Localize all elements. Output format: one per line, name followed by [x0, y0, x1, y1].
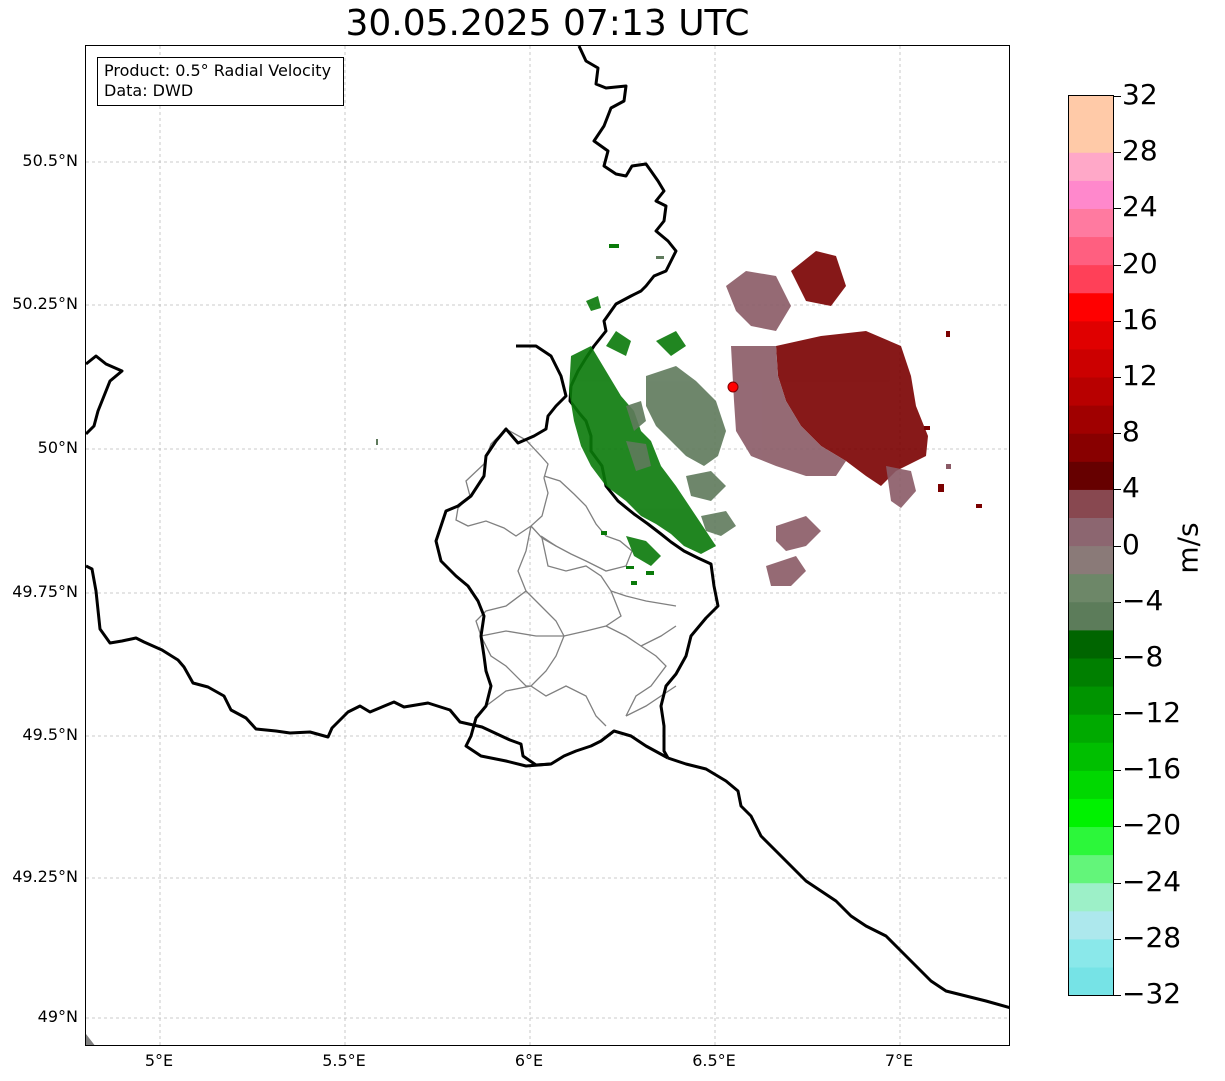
colorbar	[1068, 95, 1114, 996]
colorbar-tick-mark	[1114, 883, 1121, 884]
admin-borders	[455, 428, 677, 727]
lon-label-6: 6°E	[514, 1051, 544, 1070]
colorbar-segment	[1069, 152, 1113, 181]
colorbar-tick-mark	[1114, 546, 1121, 547]
colorbar-segment	[1069, 854, 1113, 884]
lat-label-50-5: 50.5°N	[22, 151, 78, 170]
outbound-echoes	[776, 251, 928, 486]
colorbar-tick-mark	[1114, 995, 1121, 996]
colorbar-segment	[1069, 489, 1113, 518]
colorbar-tick-label: 24	[1122, 190, 1158, 223]
colorbar-segment	[1069, 910, 1113, 940]
colorbar-segment	[1069, 405, 1113, 434]
colorbar-tick-mark	[1114, 208, 1121, 209]
inbound-weak-echoes	[626, 366, 736, 536]
colorbar-segment	[1069, 573, 1113, 603]
colorbar-tick-label: −16	[1122, 752, 1182, 785]
colorbar-segment	[1069, 770, 1113, 799]
lon-label-6-5: 6.5°E	[692, 1051, 736, 1070]
colorbar-segment	[1069, 685, 1113, 715]
colorbar-segment	[1069, 938, 1113, 968]
product-info-box: Product: 0.5° Radial Velocity Data: DWD	[97, 57, 344, 106]
lat-label-49-5: 49.5°N	[22, 725, 78, 744]
colorbar-segment	[1069, 629, 1113, 659]
colorbar-segment	[1069, 882, 1113, 912]
lat-label-49-75: 49.75°N	[12, 582, 78, 601]
colorbar-tick-mark	[1114, 770, 1121, 771]
colorbar-tick-label: 16	[1122, 303, 1158, 336]
colorbar-tick-label: 12	[1122, 359, 1158, 392]
colorbar-segment	[1069, 124, 1113, 153]
colorbar-tick-label: −20	[1122, 808, 1182, 841]
colorbar-segment	[1069, 96, 1113, 125]
lat-label-50: 50°N	[37, 438, 78, 457]
colorbar-segment	[1069, 461, 1113, 490]
colorbar-tick-label: 0	[1122, 528, 1140, 561]
lon-label-7: 7°E	[884, 1051, 914, 1070]
colorbar-segment	[1069, 966, 1113, 995]
colorbar-tick-label: −28	[1122, 921, 1182, 954]
colorbar-tick-mark	[1114, 714, 1121, 715]
colorbar-segment	[1069, 601, 1113, 631]
country-borders	[86, 46, 1009, 1009]
colorbar-tick-label: −32	[1122, 977, 1182, 1010]
colorbar-tick-mark	[1114, 939, 1121, 940]
colorbar-segment	[1069, 657, 1113, 687]
radar-site-marker	[727, 381, 739, 393]
colorbar-tick-mark	[1114, 489, 1121, 490]
colorbar-tick-label: 20	[1122, 247, 1158, 280]
colorbar-segment	[1069, 348, 1113, 378]
colorbar-tick-mark	[1114, 658, 1121, 659]
colorbar-tick-mark	[1114, 826, 1121, 827]
colorbar-tick-label: −4	[1122, 584, 1164, 617]
map-canvas	[86, 46, 1009, 1045]
product-label: Product: 0.5° Radial Velocity	[104, 61, 332, 80]
colorbar-segment	[1069, 292, 1113, 322]
colorbar-segment	[1069, 236, 1113, 266]
colorbar-tick-label: 32	[1122, 78, 1158, 111]
velocity-echoes	[376, 244, 982, 586]
colorbar-segment	[1069, 433, 1113, 462]
colorbar-segment	[1069, 517, 1113, 547]
echo-specks	[376, 244, 982, 585]
colorbar-segment	[1069, 208, 1113, 238]
colorbar-units: m/s	[1171, 522, 1205, 574]
colorbar-tick-mark	[1114, 433, 1121, 434]
lat-label-49: 49°N	[37, 1007, 78, 1026]
colorbar-segment	[1069, 798, 1113, 828]
radar-map[interactable]	[85, 45, 1010, 1046]
colorbar-tick-mark	[1114, 152, 1121, 153]
colorbar-tick-label: 8	[1122, 415, 1140, 448]
colorbar-tick-mark	[1114, 321, 1121, 322]
grid-lines	[86, 46, 1009, 1045]
lat-label-49-25: 49.25°N	[12, 867, 78, 886]
colorbar-tick-label: −8	[1122, 640, 1164, 673]
colorbar-segment	[1069, 264, 1113, 294]
colorbar-tick-mark	[1114, 265, 1121, 266]
colorbar-segment	[1069, 742, 1113, 771]
colorbar-tick-label: 4	[1122, 471, 1140, 504]
colorbar-tick-label: 28	[1122, 134, 1158, 167]
colorbar-tick-label: −12	[1122, 696, 1182, 729]
colorbar-segment	[1069, 545, 1113, 575]
lon-label-5: 5°E	[144, 1051, 174, 1070]
colorbar-tick-mark	[1114, 602, 1121, 603]
colorbar-segment	[1069, 826, 1113, 856]
colorbar-gradient	[1069, 96, 1113, 995]
map-title: 30.05.2025 07:13 UTC	[345, 3, 750, 44]
colorbar-segment	[1069, 714, 1113, 743]
colorbar-tick-mark	[1114, 96, 1121, 97]
data-source-label: Data: DWD	[104, 81, 194, 100]
colorbar-segment	[1069, 320, 1113, 350]
lon-label-5-5: 5.5°E	[322, 1051, 366, 1070]
lat-label-50-25: 50.25°N	[12, 294, 78, 313]
colorbar-segment	[1069, 376, 1113, 406]
outbound-weak-echoes	[726, 271, 916, 586]
colorbar-tick-mark	[1114, 377, 1121, 378]
colorbar-tick-label: −24	[1122, 865, 1182, 898]
colorbar-segment	[1069, 180, 1113, 209]
